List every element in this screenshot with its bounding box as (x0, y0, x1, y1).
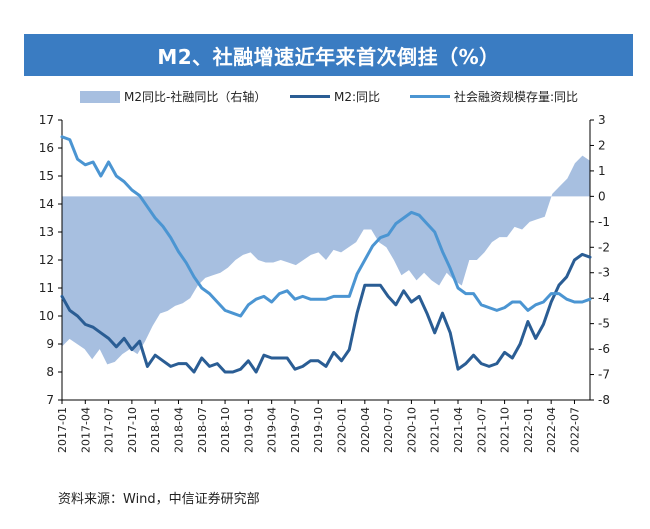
y-left-tick-label: 7 (46, 393, 54, 407)
x-tick-label: 2018-07 (196, 407, 209, 453)
y-right-tick-label: -5 (598, 317, 610, 331)
x-tick-label: 2017-07 (103, 407, 116, 453)
x-tick-label: 2018-04 (172, 407, 185, 453)
y-right-tick-label: -7 (598, 368, 610, 382)
x-tick-label: 2020-04 (359, 407, 372, 453)
source-note: 资料来源：Wind，中信证券研究部 (58, 492, 260, 507)
y-left-tick-label: 12 (39, 253, 54, 267)
x-tick-label: 2019-07 (289, 407, 302, 453)
x-tick-label: 2020-10 (405, 407, 418, 453)
y-left-tick-label: 9 (46, 337, 54, 351)
y-right-tick-label: -4 (598, 291, 610, 305)
x-tick-label: 2022-01 (522, 407, 535, 453)
y-left-tick-label: 13 (39, 225, 54, 239)
legend-swatch-tsf (410, 95, 450, 98)
legend-label-area: M2同比-社融同比（右轴） (124, 90, 267, 104)
x-tick-label: 2018-10 (219, 407, 232, 453)
legend-item-tsf: 社会融资规模存量:同比 (410, 88, 578, 105)
x-tick-label: 2021-10 (499, 407, 512, 453)
x-tick-label: 2019-10 (312, 407, 325, 453)
x-tick-label: 2021-01 (429, 407, 442, 453)
y-right-tick-label: 2 (598, 138, 606, 152)
y-right-tick-label: -2 (598, 240, 610, 254)
legend-swatch-area (80, 90, 120, 103)
legend: M2同比-社融同比（右轴） M2:同比 社会融资规模存量:同比 (80, 88, 640, 106)
y-right-tick-label: -3 (598, 266, 610, 280)
x-tick-label: 2022-07 (568, 407, 581, 453)
y-right-tick-label: -6 (598, 342, 610, 356)
legend-item-m2: M2:同比 (290, 88, 380, 105)
y-right-tick-label: 3 (598, 113, 606, 127)
x-tick-label: 2017-01 (56, 407, 69, 453)
x-tick-label: 2019-04 (266, 407, 279, 453)
y-left-tick-label: 14 (39, 197, 54, 211)
x-tick-label: 2018-01 (149, 407, 162, 453)
x-tick-label: 2020-01 (336, 407, 349, 453)
x-tick-label: 2020-07 (382, 407, 395, 453)
chart-title: M2、社融增速近年来首次倒挂（%） (24, 34, 633, 76)
series-line-tsf (60, 135, 592, 318)
legend-label-tsf: 社会融资规模存量:同比 (454, 90, 579, 104)
x-tick-label: 2022-04 (545, 407, 558, 453)
y-left-tick-label: 11 (39, 281, 54, 295)
series-line-m2 (60, 252, 592, 374)
y-right-tick-label: -8 (598, 393, 610, 407)
x-tick-label: 2017-10 (126, 407, 139, 453)
y-right-tick-label: 0 (598, 189, 606, 203)
legend-label-m2: M2:同比 (334, 90, 381, 104)
y-left-tick-label: 8 (46, 365, 54, 379)
y-left-tick-label: 10 (39, 309, 54, 323)
legend-swatch-m2 (290, 95, 330, 98)
x-tick-label: 2017-04 (79, 407, 92, 453)
x-tick-label: 2021-04 (452, 407, 465, 453)
y-right-tick-label: -1 (598, 215, 610, 229)
y-left-tick-label: 17 (39, 113, 54, 127)
legend-item-area: M2同比-社融同比（右轴） (80, 88, 266, 105)
y-left-tick-label: 16 (39, 141, 54, 155)
x-tick-label: 2019-01 (242, 407, 255, 453)
series-area-m2-minus-tsf (62, 155, 590, 365)
y-left-tick-label: 15 (39, 169, 54, 183)
y-right-tick-label: 1 (598, 164, 606, 178)
x-tick-label: 2021-07 (475, 407, 488, 453)
